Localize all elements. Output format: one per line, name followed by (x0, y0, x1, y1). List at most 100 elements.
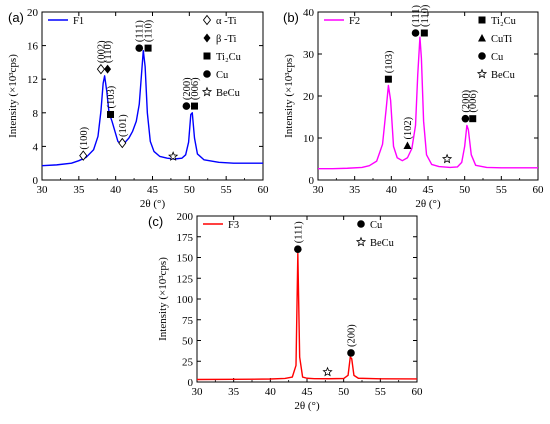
peak-marker-circle-icon (411, 29, 420, 37)
y-tick-label: 175 (177, 232, 194, 244)
legend-marker-star-icon (476, 68, 488, 79)
legend-label: α -Ti (216, 16, 237, 27)
y-tick-label: 30 (303, 49, 315, 61)
peak-label: (006) (190, 77, 201, 100)
panel-letter: (b) (283, 10, 299, 25)
x-tick-label: 50 (459, 184, 471, 196)
peak-marker-star-icon (322, 366, 333, 377)
legend-label: BeCu (491, 70, 516, 81)
chart-panel-3: (c) 30 35 40 45 50 55 60 0 25 50 75 100 125 150 175 200 2… (148, 211, 423, 412)
peak-marker-square-icon (144, 44, 152, 52)
peak-marker-square-icon (107, 110, 115, 118)
x-tick-label: 55 (496, 184, 508, 196)
y-tick-label: 100 (177, 294, 194, 306)
legend-marker-star-icon (355, 236, 367, 247)
y-tick-label: 16 (27, 41, 39, 53)
y-tick-label: 200 (177, 211, 194, 223)
peak-marker-triangle-icon (403, 141, 412, 150)
peak-marker-circle-icon (135, 44, 144, 52)
peak-label: (103) (384, 50, 395, 73)
panel-letter: (a) (8, 10, 24, 25)
peak-label: (200) (347, 324, 358, 347)
x-tick-label: 30 (192, 386, 204, 398)
peak-label: (103) (106, 85, 117, 108)
x-tick-label: 35 (228, 386, 240, 398)
peak-label: (111) (411, 5, 422, 27)
peak-marker-star-icon (168, 151, 179, 161)
legend-label: CuTi (491, 34, 512, 45)
legend-marker-circle-icon (478, 52, 486, 60)
legend-marker-triangle-icon (478, 34, 486, 42)
x-axis-label: 2θ (°) (415, 198, 441, 210)
y-tick-label: 50 (182, 336, 194, 348)
legend-label: Cu (216, 70, 229, 81)
x-tick-label: 50 (338, 386, 350, 398)
y-tick-label: 12 (27, 74, 38, 86)
legend-label: Cu (491, 52, 504, 63)
y-tick-label: 40 (303, 7, 315, 19)
peak-marker-circle-icon (294, 245, 302, 253)
peak-label: (200) (182, 77, 193, 100)
series-line-f3 (196, 252, 418, 381)
series-legend-label: F2 (349, 16, 360, 27)
x-tick-label: 60 (412, 386, 424, 398)
y-axis-label: Intensity (×10³cps) (7, 54, 19, 138)
y-tick-label: 8 (33, 108, 39, 120)
x-tick-label: 60 (258, 184, 270, 196)
peak-marker-diamond-open-icon (118, 137, 127, 149)
chart-panel-2: (b) 30 35 40 45 50 55 60 0 10 20 30 40 2θ (°) Intensit… (283, 4, 544, 210)
legend-marker-square-icon (478, 16, 486, 24)
peak-label: (110) (144, 19, 155, 42)
x-tick-label: 40 (265, 386, 277, 398)
x-axis-label: 2θ (°) (140, 198, 166, 210)
panel-letter: (c) (148, 214, 163, 229)
y-tick-label: 0 (33, 175, 39, 187)
y-axis-label: Intensity (×10³cps) (157, 257, 169, 341)
x-tick-label: 45 (423, 184, 435, 196)
legend-label: β -Ti (216, 34, 237, 45)
peak-label: (111) (135, 20, 146, 42)
peak-marker-star-icon (441, 153, 453, 164)
series-legend-label: F1 (73, 16, 84, 27)
peak-label: (002) (96, 40, 107, 63)
legend-marker-square-icon (203, 52, 211, 60)
x-tick-label: 55 (375, 386, 387, 398)
x-tick-label: 45 (302, 386, 314, 398)
x-tick-label: 30 (37, 184, 49, 196)
x-tick-label: 35 (73, 184, 85, 196)
peak-marker-square-icon (384, 75, 392, 83)
x-tick-label: 55 (221, 184, 233, 196)
peak-marker-diamond-open-icon (79, 150, 88, 161)
x-tick-label: 30 (313, 184, 325, 196)
y-tick-label: 0 (188, 377, 194, 389)
peak-label: (006) (468, 89, 479, 112)
y-tick-label: 0 (309, 175, 315, 187)
peak-label: (110) (103, 40, 114, 63)
peak-label: (101) (118, 114, 129, 137)
y-tick-label: 4 (33, 141, 39, 153)
peak-marker-diamond-open-icon (96, 63, 106, 75)
peak-label: (102) (403, 116, 414, 139)
x-tick-label: 35 (349, 184, 361, 196)
y-tick-label: 20 (303, 91, 315, 103)
y-tick-label: 20 (27, 7, 39, 19)
peak-label: (100) (79, 126, 90, 149)
peak-marker-circle-icon (461, 114, 470, 123)
chart-panel-1: (a) 30 35 40 45 50 55 60 0 4 8 12 16 20 2θ (°) Intensit… (7, 7, 269, 210)
peak-marker-square-icon (420, 29, 428, 37)
series-line-f2 (318, 36, 538, 170)
y-tick-label: 10 (303, 133, 315, 145)
x-tick-label: 60 (533, 184, 545, 196)
y-tick-label: 75 (182, 315, 194, 327)
legend-label: BeCu (370, 238, 395, 249)
legend-marker-star-icon (201, 86, 213, 97)
legend-label: Ti₂Cu (216, 52, 242, 63)
x-tick-label: 45 (147, 184, 159, 196)
legend-marker-diamond-open-icon (202, 14, 212, 26)
legend-marker-circle-icon (357, 220, 365, 228)
peak-label: (200) (461, 89, 472, 112)
series-legend-label: F3 (228, 220, 239, 231)
x-tick-label: 40 (110, 184, 122, 196)
x-axis-label: 2θ (°) (294, 400, 320, 412)
peak-marker-square-icon (190, 102, 198, 110)
